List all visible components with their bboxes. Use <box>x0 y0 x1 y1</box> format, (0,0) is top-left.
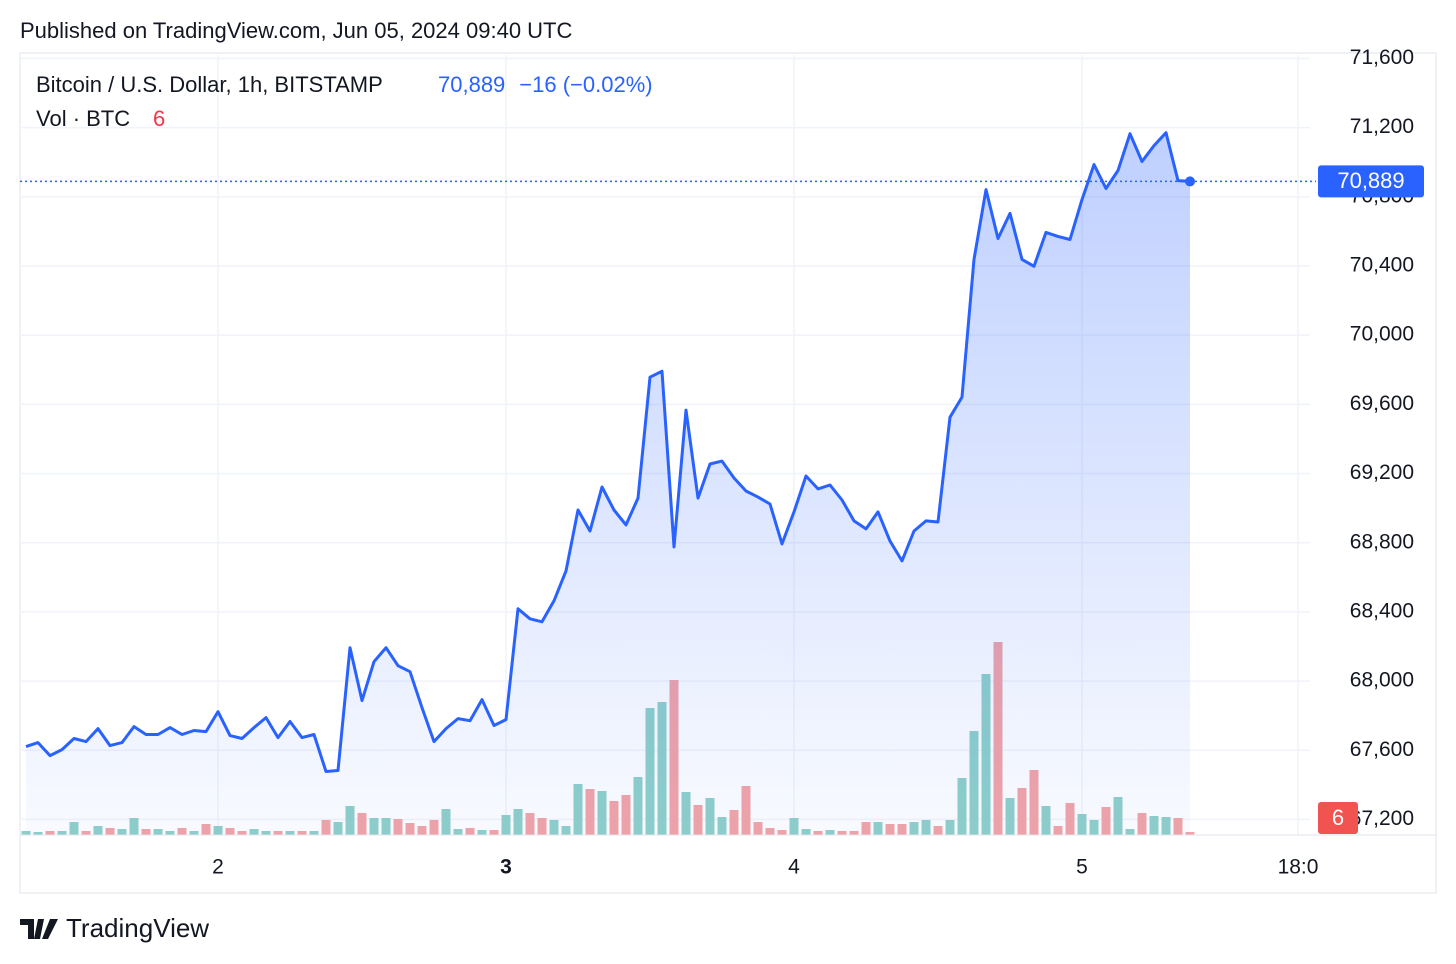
y-tick-label: 69,600 <box>1350 392 1414 415</box>
last-point <box>1185 176 1195 187</box>
published: Published on TradingView.com, Jun 05, 20… <box>20 18 572 43</box>
y-tick-label: 71,600 <box>1350 46 1414 69</box>
brand: TradingView <box>66 913 209 943</box>
price-line <box>25 131 1191 773</box>
volume-last: 6 <box>153 106 165 131</box>
x-tick-label: 3 <box>500 856 512 879</box>
volume-last-box <box>1318 802 1358 834</box>
last-price-axis-label: 70,889 <box>1337 168 1404 193</box>
logo <box>20 919 58 939</box>
x-tick-label: 18:0 <box>1278 856 1319 879</box>
y-tick-label: 70,400 <box>1350 254 1414 277</box>
y-tick-label: 68,000 <box>1350 669 1414 692</box>
x-tick-label: 2 <box>212 856 224 879</box>
volume-last-axis-label: 6 <box>1332 805 1344 830</box>
y-tick-label: 67,600 <box>1350 738 1414 761</box>
last-price: 70,889 <box>438 72 505 97</box>
volume-title: Vol · BTC <box>36 106 130 131</box>
y-tick-label: 68,400 <box>1350 599 1414 622</box>
price-area <box>26 132 1190 835</box>
y-tick-label: 67,200 <box>1350 807 1414 830</box>
price-change: −16 (−0.02%) <box>519 72 652 97</box>
y-tick-label: 70,000 <box>1350 323 1414 346</box>
x-tick-label: 5 <box>1076 856 1088 879</box>
x-tick-label: 4 <box>788 856 800 879</box>
y-tick-label: 71,200 <box>1350 115 1414 138</box>
last-price-box <box>1318 165 1424 198</box>
y-tick-label: 69,200 <box>1350 461 1414 484</box>
y-tick-label: 68,800 <box>1350 530 1414 553</box>
symbol-title: Bitcoin / U.S. Dollar, 1h, BITSTAMP <box>36 72 383 97</box>
